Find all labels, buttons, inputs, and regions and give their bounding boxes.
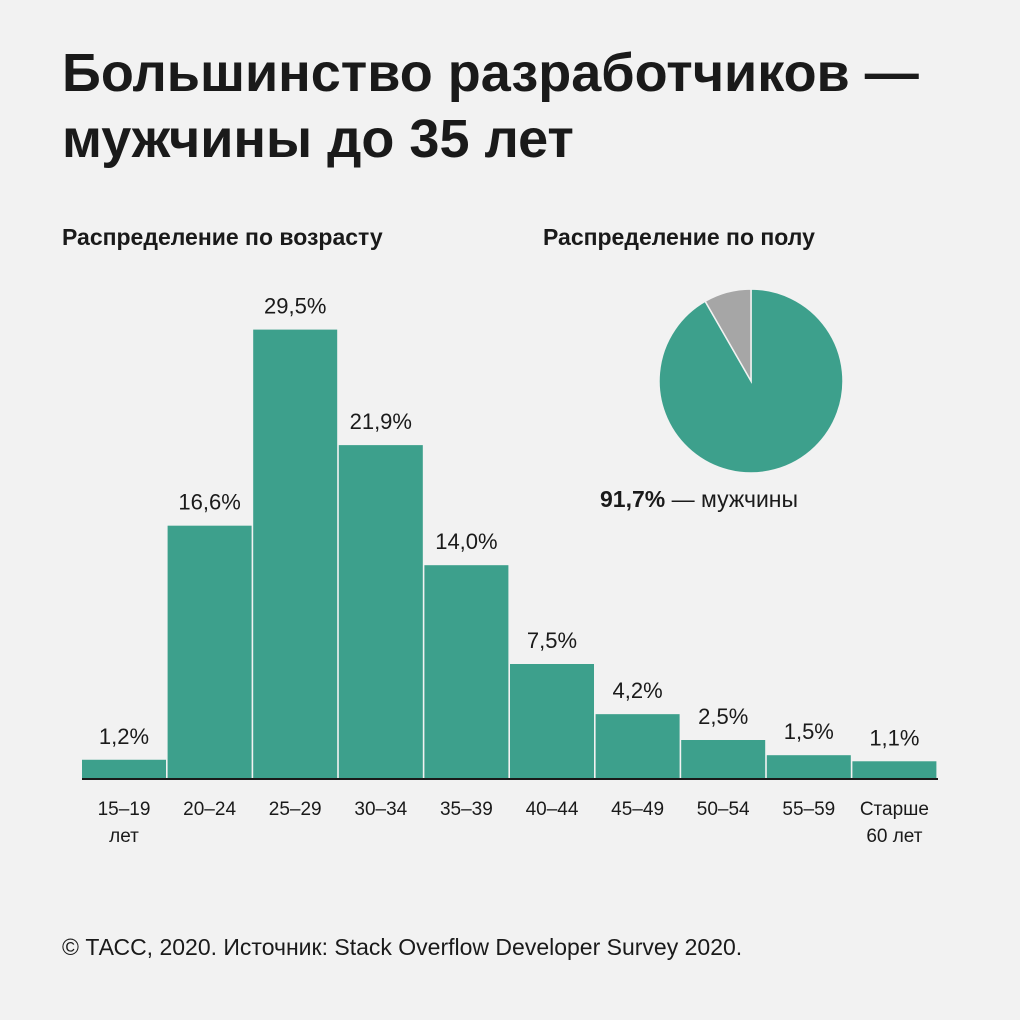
bar-value-label-1: 16,6% bbox=[178, 490, 240, 515]
category-label-0: 15–19 лет bbox=[81, 796, 167, 850]
category-label-line: Старше bbox=[859, 799, 929, 820]
category-label-5: 40–44 bbox=[509, 796, 595, 823]
category-label-line: лет bbox=[109, 826, 139, 847]
category-label-line: 45–49 bbox=[611, 799, 665, 820]
category-label-1: 20–24 bbox=[167, 796, 253, 823]
category-label-line: 20–24 bbox=[183, 799, 237, 820]
bar-value-label-9: 1,1% bbox=[869, 725, 919, 750]
category-label-2: 25–29 bbox=[252, 796, 338, 823]
bar-7 bbox=[681, 740, 766, 778]
chart-title: Большинство разработчиков — мужчины до 3… bbox=[62, 40, 962, 172]
title-line-1: Большинство разработчиков — bbox=[62, 43, 919, 103]
bar-value-label-4: 14,0% bbox=[435, 529, 497, 554]
pie-slice-0 bbox=[658, 288, 844, 474]
category-label-7: 50–54 bbox=[680, 796, 766, 823]
bar-0 bbox=[82, 759, 166, 778]
pie-slice-1 bbox=[704, 288, 752, 384]
title-line-2: мужчины до 35 лет bbox=[62, 109, 574, 169]
category-label-line: 50–54 bbox=[696, 799, 750, 820]
pie-male-percent: 91,7% bbox=[600, 486, 666, 512]
bar-1 bbox=[167, 525, 252, 778]
category-label-line: 55–59 bbox=[782, 799, 836, 820]
bar-2 bbox=[253, 329, 338, 778]
bar-value-label-3: 21,9% bbox=[350, 409, 412, 434]
bar-value-label-8: 1,5% bbox=[784, 719, 834, 744]
category-label-line: 60 лет bbox=[866, 826, 923, 847]
category-label-6: 45–49 bbox=[595, 796, 681, 823]
bar-8 bbox=[766, 755, 851, 778]
category-label-line: 30–34 bbox=[354, 799, 408, 820]
category-label-line: 40–44 bbox=[525, 799, 579, 820]
bar-3 bbox=[338, 445, 423, 778]
category-label-line: 35–39 bbox=[439, 799, 493, 820]
bar-value-label-5: 7,5% bbox=[527, 628, 577, 653]
category-label-4: 35–39 bbox=[423, 796, 509, 823]
bar-9 bbox=[852, 761, 937, 778]
bar-value-label-2: 29,5% bbox=[264, 294, 326, 319]
bar-value-label-7: 2,5% bbox=[698, 704, 748, 729]
pie-male-name: мужчины bbox=[701, 486, 799, 512]
gender-chart-subtitle: Распределение по полу bbox=[543, 224, 815, 250]
source-footer: © ТАСС, 2020. Источник: Stack Overflow D… bbox=[62, 934, 743, 960]
pie-annotation: 91,7% — мужчины bbox=[600, 486, 920, 513]
category-label-line: 15–19 bbox=[97, 799, 151, 820]
bar-5 bbox=[510, 664, 594, 778]
category-label-9: Старше 60 лет bbox=[851, 796, 937, 850]
bar-6 bbox=[595, 714, 680, 778]
category-label-8: 55–59 bbox=[766, 796, 852, 823]
pie-dash: — bbox=[671, 486, 701, 512]
category-label-3: 30–34 bbox=[338, 796, 424, 823]
bar-value-label-0: 1,2% bbox=[99, 724, 149, 749]
bar-value-label-6: 4,2% bbox=[613, 678, 663, 703]
bar-4 bbox=[424, 565, 509, 778]
age-bar-chart: 1,2% 16,6% 29,5% 21,9% 14,0% 7,5% 4,2% 2,5% 1,5%… bbox=[82, 294, 938, 780]
category-label-line: 25–29 bbox=[268, 799, 322, 820]
age-chart-subtitle: Распределение по возрасту bbox=[62, 224, 383, 250]
gender-pie-chart bbox=[658, 288, 844, 474]
